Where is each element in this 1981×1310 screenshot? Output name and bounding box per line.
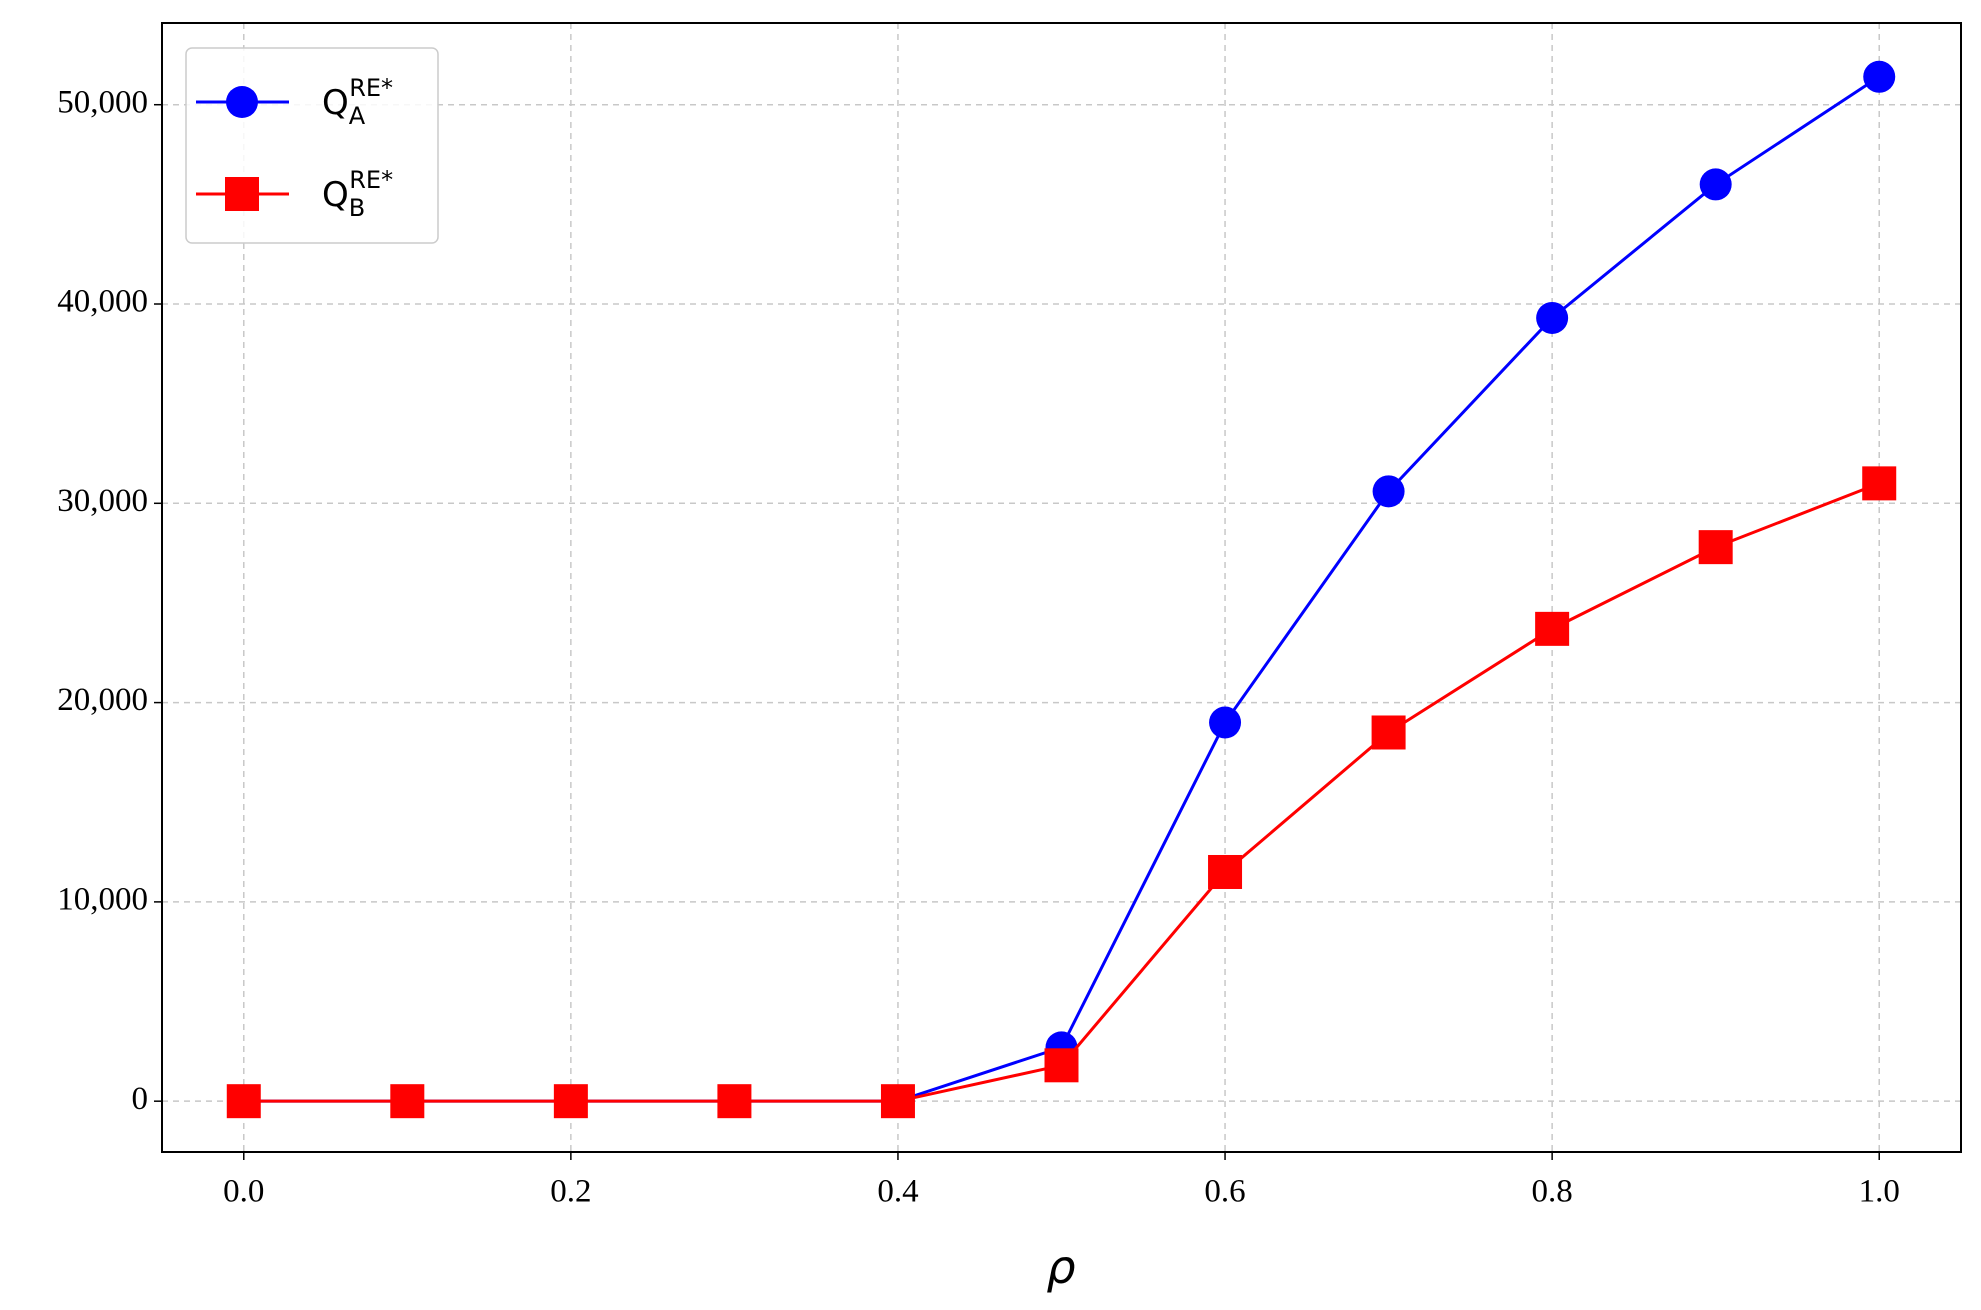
y-tick-label: 0 — [132, 1081, 149, 1117]
legend-label: QBRE* — [322, 166, 393, 222]
x-axis-label: ρ — [1046, 1240, 1075, 1294]
marker — [1371, 715, 1406, 750]
x-tick-label: 0.6 — [1204, 1174, 1245, 1210]
marker — [553, 1084, 588, 1119]
y-tick-label: 40,000 — [57, 284, 148, 320]
marker — [226, 86, 258, 118]
x-tick-label: 0.8 — [1532, 1174, 1573, 1210]
marker — [1208, 854, 1243, 889]
marker — [390, 1084, 425, 1119]
legend: QARE* QBRE* — [185, 47, 439, 244]
x-tick-label: 0.2 — [550, 1174, 591, 1210]
marker — [880, 1084, 915, 1119]
legend-label: QARE* — [322, 74, 393, 130]
marker — [1863, 60, 1896, 93]
marker — [1862, 466, 1897, 501]
y-tick-label: 30,000 — [57, 483, 148, 519]
marker — [226, 1084, 261, 1119]
plot-frame — [161, 22, 1962, 1153]
marker — [1044, 1048, 1079, 1083]
marker — [1536, 301, 1569, 334]
marker — [1372, 475, 1405, 508]
marker — [717, 1084, 752, 1119]
marker — [1699, 168, 1732, 201]
marker — [1698, 530, 1733, 565]
y-tick-label: 10,000 — [57, 881, 148, 917]
series-line — [243, 481, 1880, 1103]
y-tick-label: 20,000 — [57, 682, 148, 718]
marker — [1209, 706, 1242, 739]
marker — [225, 177, 259, 211]
marker — [1535, 611, 1570, 646]
x-tick-label: 1.0 — [1859, 1174, 1900, 1210]
x-tick-label: 0.4 — [877, 1174, 918, 1210]
y-tick-label: 50,000 — [57, 84, 148, 120]
x-tick-label: 0.0 — [223, 1174, 264, 1210]
legend-box — [185, 47, 439, 244]
